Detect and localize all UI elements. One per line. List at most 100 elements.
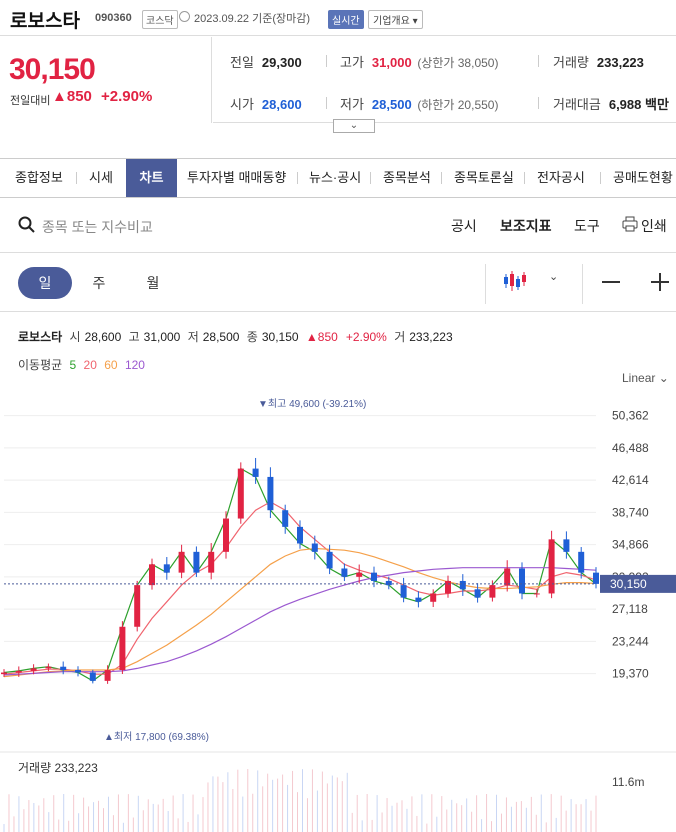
stock-code: 090360: [95, 12, 132, 24]
last-price-label: 30,150: [610, 577, 647, 591]
tab-news[interactable]: 뉴스·공시: [309, 170, 362, 185]
compare-search-input[interactable]: 종목 또는 지수비교: [42, 219, 153, 235]
tool-button[interactable]: 도구: [574, 218, 600, 234]
up-triangle-icon: ▲: [52, 88, 67, 105]
price-change-percent: +2.90%: [101, 88, 153, 105]
candle-body: [75, 670, 81, 673]
period-weekly-button[interactable]: 주: [92, 275, 106, 291]
volume-label: 거래량 233,223: [18, 761, 98, 775]
candle-body: [385, 580, 392, 586]
chevron-down-icon: ⌄: [549, 271, 559, 283]
candle-body: [119, 626, 126, 671]
candle-body: [163, 564, 170, 573]
candle-body: [134, 585, 141, 627]
quote-date: 2023.09.22 기준(장마감): [194, 13, 311, 25]
y-tick-label: 19,370: [612, 667, 649, 681]
candle-body: [15, 670, 22, 673]
candle-body: [400, 585, 407, 598]
print-icon[interactable]: [622, 216, 638, 232]
price-chart[interactable]: 50,36246,48842,61438,74034,86630,99227,1…: [0, 380, 676, 832]
tab-short-selling[interactable]: 공매도현황: [613, 170, 673, 185]
candle-body: [430, 593, 437, 602]
candle-body: [593, 572, 599, 584]
disclosure-button[interactable]: 공시: [451, 218, 477, 234]
expand-toggle-button[interactable]: ⌄: [333, 119, 375, 133]
candle-body: [282, 510, 289, 527]
chevron-down-icon: ⌄: [658, 371, 669, 385]
chevron-down-icon: ⌄: [349, 120, 359, 131]
quote-stats: 전일 29,300 고가 31,000 (상한가 38,050) 거래량 233,22…: [213, 37, 676, 123]
zoom-out-button[interactable]: [602, 281, 620, 283]
candle-body: [252, 468, 259, 477]
period-monthly-button[interactable]: 월: [146, 275, 160, 291]
last-price-badge: [600, 574, 676, 593]
tab-chart[interactable]: 차트: [126, 159, 177, 197]
trade-volume: 거래량 233,223: [553, 55, 644, 70]
candle-body: [30, 668, 37, 671]
trade-amount: 거래대금 6,988 백만: [553, 97, 669, 112]
tab-discussion[interactable]: 종목토론실: [454, 170, 514, 185]
tab-disclosure[interactable]: 전자공시: [537, 170, 585, 185]
chevron-down-icon: ▾: [412, 16, 418, 27]
y-tick-label: 46,488: [612, 441, 649, 455]
candle-body: [415, 597, 422, 602]
tab-overview[interactable]: 종합정보: [15, 170, 63, 185]
candle-body: [445, 580, 451, 594]
change-label: 전일대비: [10, 95, 51, 107]
clock-icon: [179, 11, 190, 22]
moving-average-legend: 이동평균 5 20 60 120: [18, 358, 145, 372]
ma60-series-line: [3, 547, 597, 678]
min-annotation: ▲최저 17,800 (69.38%): [104, 731, 209, 743]
tab-market-price[interactable]: 시세: [89, 170, 113, 185]
low-price: 저가 28,500 (하한가 20,550): [340, 97, 499, 112]
candle-body: [178, 551, 185, 573]
y-tick-label: 27,118: [612, 602, 648, 616]
candle-body: [60, 666, 67, 671]
ma120-series-line: [3, 567, 597, 676]
candle-body: [89, 672, 96, 681]
candle-body: [489, 585, 496, 598]
price-change: ▲850: [52, 88, 92, 105]
candle-body: [326, 551, 333, 569]
zoom-in-button[interactable]: [651, 273, 669, 291]
candlestick-type-icon[interactable]: [503, 270, 527, 292]
candle-body: [519, 568, 525, 594]
candle-body: [104, 670, 111, 681]
chart-toolbar: 종목 또는 지수비교 공시 보조지표 도구 인쇄: [0, 199, 676, 253]
candle-body: [311, 543, 318, 552]
y-tick-label: 42,614: [612, 473, 649, 487]
candle-body: [548, 539, 555, 594]
realtime-button[interactable]: 실시간: [328, 10, 364, 29]
y-tick-label: 34,866: [612, 538, 649, 552]
y-tick-label: 38,740: [612, 505, 649, 519]
period-daily-button[interactable]: 일: [18, 267, 72, 299]
scale-mode-dropdown[interactable]: Linear ⌄: [622, 371, 669, 385]
current-price: 30,150: [9, 53, 96, 86]
volume-axis-tick: 11.6m: [612, 775, 644, 789]
candle-body: [341, 568, 348, 577]
y-tick-label: 23,244: [612, 634, 649, 648]
y-tick-label: 50,362: [612, 409, 649, 423]
indicator-button[interactable]: 보조지표: [500, 218, 552, 234]
candle-body: [237, 468, 244, 519]
candle-body: [563, 539, 570, 552]
candle-body: [474, 589, 481, 598]
current-price-box: 30,150 전일대비 ▲850 +2.90%: [0, 37, 212, 123]
candle-body: [297, 526, 303, 544]
print-button[interactable]: 인쇄: [641, 218, 667, 234]
candle-body: [267, 476, 274, 511]
market-badge: 코스닥: [142, 10, 178, 29]
candle-body: [1, 672, 7, 675]
prev-close: 전일 29,300: [230, 55, 302, 70]
company-info-dropdown[interactable]: 기업개요 ▾: [368, 10, 423, 29]
chart-type-dropdown[interactable]: ⌄: [549, 270, 558, 283]
candle-body: [223, 518, 229, 552]
candle-body: [45, 666, 52, 669]
stock-name: 로보스타: [10, 11, 80, 32]
tab-investor-trading[interactable]: 투자자별 매매동향: [187, 170, 287, 185]
candle-body: [504, 568, 511, 586]
open-price: 시가 28,600: [230, 97, 302, 112]
tab-analysis[interactable]: 종목분석: [383, 170, 431, 185]
search-icon[interactable]: [18, 216, 36, 234]
candle-body: [578, 551, 585, 573]
